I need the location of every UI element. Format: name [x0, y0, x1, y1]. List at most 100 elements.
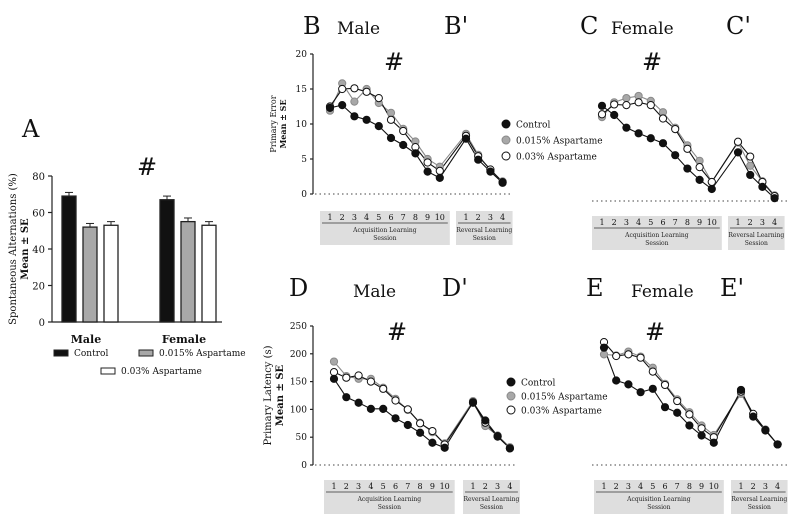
legend-bar-swatch [53, 349, 69, 357]
data-point [671, 151, 680, 160]
x-axis-label-reversal-line2: Session [473, 235, 496, 242]
x-tick-label-acquisition: 8 [413, 213, 418, 222]
data-point [423, 167, 432, 176]
data-point [658, 139, 668, 148]
panel-label-e: E [586, 274, 604, 302]
x-axis-label-acquisition-line2: Session [378, 504, 401, 511]
x-axis-label-reversal-line2: Session [745, 240, 768, 247]
x-tick-label-reversal: 2 [748, 218, 753, 227]
y-axis-label-line2: Mean ± SE [275, 364, 286, 426]
data-point [374, 122, 383, 131]
x-axis-label-reversal: Reversal Learning [456, 227, 512, 234]
acquisition-session-box [592, 216, 722, 250]
x-tick-label-acquisition: 2 [340, 213, 345, 222]
data-point [624, 350, 633, 359]
data-point [622, 93, 631, 103]
y-tick-label-a: 60 [32, 209, 45, 220]
significance-hash-a: # [137, 153, 157, 181]
x-axis-label-acquisition: Acquisition Learning [624, 232, 689, 239]
data-point [403, 405, 412, 414]
x-tick-label-acquisition: 3 [624, 218, 629, 227]
y-axis-label: Primary Error [269, 95, 278, 152]
legend-error-marker [501, 119, 511, 129]
x-axis-label-acquisition-line2: Session [373, 235, 396, 242]
data-point [709, 438, 718, 447]
y-tick-label: 100 [290, 405, 307, 415]
panel-label-b-prime: B' [444, 12, 468, 40]
data-point [671, 124, 680, 134]
x-tick-label-acquisition: 3 [356, 482, 361, 491]
data-point [646, 101, 655, 110]
data-point [362, 115, 371, 124]
x-tick-label-acquisition: 10 [440, 482, 450, 491]
acquisition-session-box [324, 480, 455, 514]
data-point [329, 357, 339, 366]
x-tick-label-acquisition: 2 [614, 482, 619, 491]
data-point [374, 94, 383, 103]
data-point [505, 444, 514, 453]
data-point [329, 374, 339, 383]
legend-error-label: 0.015% Aspartame [516, 137, 603, 147]
bar [201, 224, 217, 323]
y-tick-label: 20 [296, 50, 308, 60]
data-point [468, 398, 478, 407]
x-tick-label-reversal: 1 [735, 218, 740, 227]
data-point [440, 443, 449, 452]
data-point [486, 167, 495, 176]
x-tick-label-reversal: 4 [500, 213, 505, 222]
y-tick-label: 0 [301, 461, 307, 471]
data-point [612, 351, 621, 361]
y-tick-label-a: 40 [32, 245, 45, 256]
x-axis-label-reversal: Reversal Learning [728, 232, 784, 239]
title-male-latency: Male [353, 282, 396, 302]
legend-latency-marker [506, 405, 516, 415]
x-tick-label-acquisition: 9 [430, 482, 435, 491]
x-tick-label-reversal: 1 [738, 482, 743, 491]
panel-label-b: B [303, 12, 321, 40]
data-point [428, 426, 437, 436]
x-tick-label-acquisition: 5 [376, 213, 381, 222]
legend-latency-label: 0.015% Aspartame [521, 393, 608, 403]
y-tick-label: 5 [301, 155, 307, 165]
significance-hash-d: # [387, 318, 407, 346]
data-point [622, 123, 631, 132]
x-tick-label-reversal: 2 [751, 482, 756, 491]
data-point [474, 155, 483, 164]
data-point [493, 431, 502, 441]
legend-latency-label: 0.03% Aspartame [521, 407, 602, 417]
title-male-error: Male [337, 19, 380, 39]
x-tick-label-acquisition: 2 [344, 482, 349, 491]
panel-label-c-prime: C' [726, 12, 751, 40]
data-point [761, 426, 770, 435]
x-category-label: Female [162, 333, 206, 346]
data-point [391, 396, 400, 405]
data-point [461, 134, 471, 143]
legend-error-marker [501, 135, 511, 145]
y-axis-label-a: Spontaneous Alternations (%) [8, 173, 19, 325]
data-point [746, 152, 755, 161]
legends: Control 0.015% Aspartame 0.03% Aspartame Co… [53, 119, 608, 417]
panel-label-d: D [289, 274, 308, 302]
x-tick-label-acquisition: 9 [699, 482, 704, 491]
data-point [379, 384, 388, 393]
data-point [386, 115, 396, 124]
data-point [366, 404, 375, 413]
data-point [423, 158, 432, 167]
x-tick-label-acquisition: 10 [707, 218, 717, 227]
data-point [770, 194, 779, 203]
data-point [350, 112, 359, 121]
x-tick-label-reversal: 3 [495, 482, 500, 491]
data-point [403, 420, 412, 430]
x-tick-label-reversal: 3 [488, 213, 493, 222]
data-point [636, 388, 645, 397]
x-tick-label-acquisition: 9 [425, 213, 430, 222]
x-tick-label-acquisition: 6 [388, 213, 393, 222]
data-point [648, 384, 657, 393]
data-point [758, 182, 767, 191]
data-point [624, 380, 633, 389]
x-tick-label-acquisition: 5 [381, 482, 386, 491]
data-point [386, 133, 396, 143]
x-tick-label-acquisition: 4 [636, 218, 641, 227]
significance-hash-b: # [384, 48, 404, 76]
